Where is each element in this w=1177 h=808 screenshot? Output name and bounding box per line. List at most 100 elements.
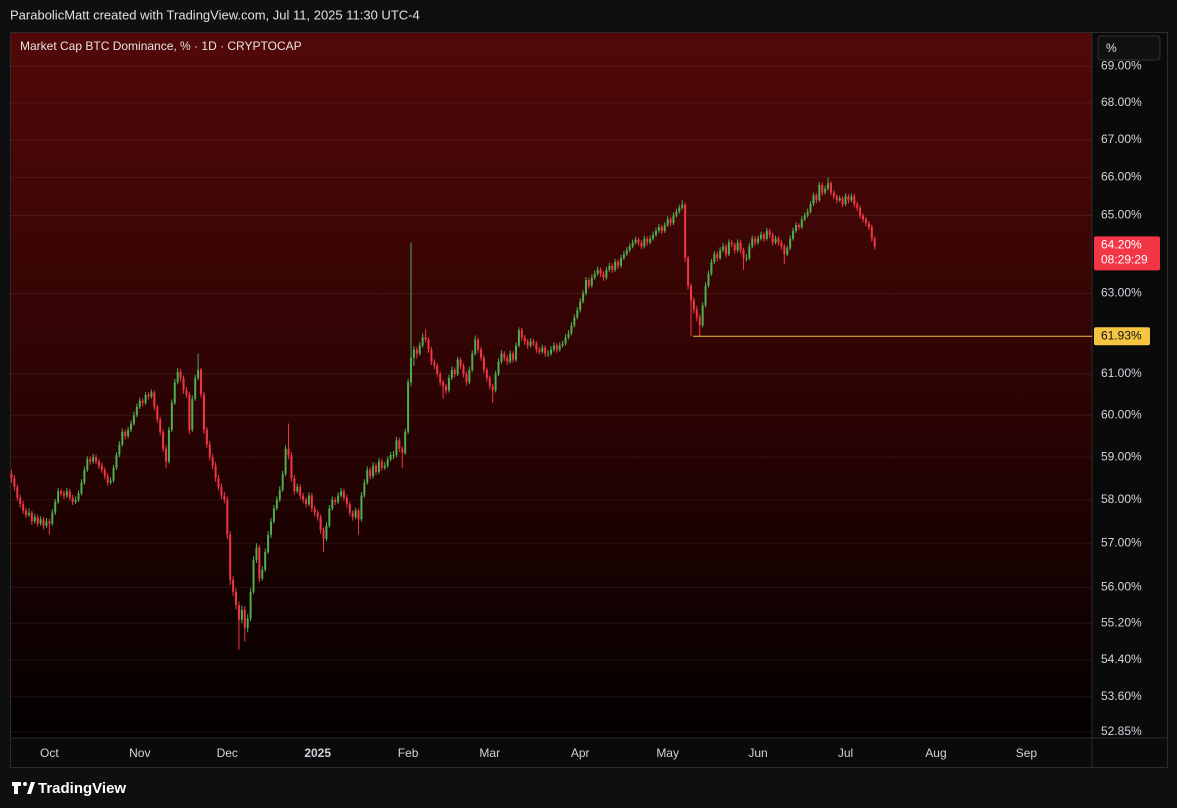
candle-body — [217, 478, 220, 487]
candle-body — [716, 254, 719, 259]
candle-body — [57, 491, 60, 502]
candle-body — [503, 353, 506, 358]
candle-body — [272, 508, 275, 522]
candle-body — [127, 429, 130, 437]
candle-body — [121, 431, 124, 445]
x-tick-label: Mar — [479, 746, 500, 760]
candle-body — [797, 225, 800, 228]
candle-body — [806, 211, 809, 216]
x-tick-label: Sep — [1016, 746, 1038, 760]
candle-body — [205, 429, 208, 445]
candle-body — [348, 504, 351, 513]
candle-body — [176, 371, 179, 383]
candle-body — [92, 457, 95, 462]
y-tick-label: 54.40% — [1101, 652, 1142, 666]
candle-body — [771, 234, 774, 243]
candle-body — [456, 359, 459, 374]
candle-body — [275, 499, 278, 509]
candle-body — [474, 339, 477, 354]
candle-body — [363, 482, 366, 496]
candle-body — [162, 431, 165, 449]
candle-body — [194, 378, 197, 399]
candle-body — [605, 269, 608, 278]
candle-body — [812, 195, 815, 205]
candle-body — [313, 508, 316, 513]
candle-body — [243, 609, 246, 628]
candle-body — [649, 238, 652, 243]
candle-body — [497, 361, 500, 374]
grid: 69.00% 68.00% 67.00% 66.00% 65.00% 63.00% 61.0… — [10, 59, 1142, 760]
candle-body — [829, 183, 832, 193]
candle-body — [310, 495, 313, 509]
candle-body — [226, 499, 229, 535]
candle-body — [736, 242, 739, 251]
candle-body — [360, 495, 363, 520]
candle-body — [789, 238, 792, 249]
candle-body — [759, 234, 762, 239]
candle-body — [722, 246, 725, 251]
candle-body — [319, 517, 322, 531]
candle-body — [252, 559, 255, 592]
candle-body — [838, 198, 841, 201]
candle-body — [832, 192, 835, 197]
candle-body — [182, 378, 185, 391]
candle-body — [235, 591, 238, 606]
candle-body — [468, 369, 471, 383]
candle-body — [118, 444, 121, 456]
candle-body — [412, 349, 415, 358]
candle-body — [786, 248, 789, 255]
candle-body — [407, 382, 410, 432]
candle-body — [567, 333, 570, 338]
candle-body — [345, 497, 348, 505]
candle-body — [293, 478, 296, 492]
candle-body — [695, 309, 698, 318]
candle-body — [689, 285, 692, 301]
candle-body — [377, 461, 380, 473]
candle-body — [783, 246, 786, 255]
candle-body — [637, 239, 640, 243]
candle-body — [13, 477, 16, 487]
candle-body — [325, 525, 328, 539]
candle-body — [529, 341, 532, 346]
candle-body — [762, 234, 765, 239]
candle-body — [730, 242, 733, 245]
candle-body — [296, 486, 299, 492]
candle-body — [582, 293, 585, 302]
candle-body — [112, 467, 115, 481]
candle-body — [611, 265, 614, 270]
candle-body — [587, 280, 590, 286]
x-tick-label: May — [656, 746, 679, 760]
candle-body — [395, 440, 398, 456]
candle-body — [10, 474, 13, 478]
candle-body — [386, 459, 389, 466]
y-tick-label: 58.00% — [1101, 492, 1142, 506]
candle-body — [614, 261, 617, 270]
candle-body — [159, 419, 162, 432]
candle-body — [415, 349, 418, 354]
candle-body — [523, 337, 526, 342]
candle-body — [500, 353, 503, 362]
logo-mark — [12, 782, 21, 794]
candle-body — [316, 512, 319, 518]
plot-background — [10, 32, 1092, 738]
candle-body — [25, 510, 28, 515]
candle-body — [27, 512, 30, 515]
candle-body — [739, 242, 742, 251]
last-price-box — [1094, 236, 1160, 271]
candle-body — [794, 225, 797, 231]
candle-body — [208, 444, 211, 458]
candle-body — [748, 246, 751, 259]
unit-button[interactable] — [1097, 35, 1161, 61]
candle-body — [550, 349, 552, 354]
candle-body — [558, 345, 561, 350]
candle-body — [654, 230, 657, 235]
candle-body — [380, 461, 383, 468]
candle-body — [599, 269, 602, 274]
unit-button-label[interactable]: % — [1106, 41, 1117, 55]
candle-body — [841, 198, 844, 205]
candle-body — [220, 486, 223, 496]
candle-body — [115, 455, 118, 468]
candle-body — [491, 386, 494, 391]
